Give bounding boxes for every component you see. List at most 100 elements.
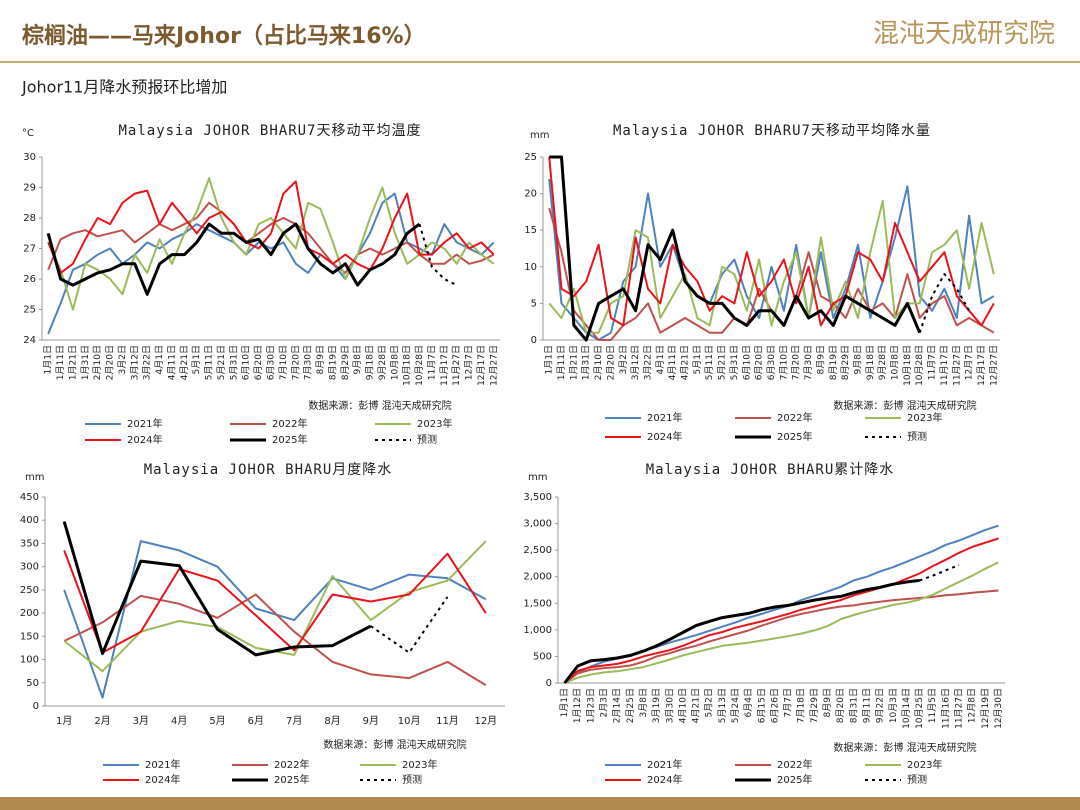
legend-label: 预测 — [417, 433, 437, 446]
x-tick-label: 4月21日 — [691, 688, 702, 723]
y-tick-label: 0 — [531, 335, 537, 346]
y-tick-label: 250 — [20, 585, 39, 596]
x-tick-label: 12月17日 — [976, 345, 987, 386]
series-line — [919, 564, 960, 582]
y-tick-label: 2,000 — [523, 572, 552, 583]
legend-label: 2025年 — [272, 433, 307, 446]
x-tick-label: 6月10日 — [241, 345, 252, 380]
legend-label: 2023年 — [907, 758, 942, 771]
x-tick-label: 6月30日 — [766, 345, 777, 380]
x-tick-label: 3月19日 — [651, 688, 662, 723]
x-tick-label: 1月23日 — [585, 688, 596, 723]
x-tick-label: 6月 — [248, 715, 264, 727]
x-tick-label: 12月30日 — [993, 688, 1004, 729]
x-tick-label: 7月20日 — [290, 345, 301, 380]
x-tick-label: 1月1日 — [559, 688, 570, 717]
x-tick-label: 4月1日 — [154, 345, 165, 374]
x-tick-label: 5月 — [209, 715, 225, 727]
source-note: 数据来源：彭博 混沌天成研究院 — [833, 399, 976, 412]
x-tick-label: 12月7日 — [964, 345, 975, 380]
y-tick-label: 1,500 — [523, 598, 552, 609]
x-tick-label: 10月8日 — [890, 345, 901, 380]
x-tick-label: 10月 — [398, 715, 421, 727]
y-tick-label: 26 — [23, 274, 36, 285]
y-unit: °C — [22, 128, 34, 139]
x-tick-label: 3月 — [133, 715, 149, 727]
y-tick-label: 10 — [524, 262, 537, 273]
x-tick-label: 7月 — [286, 715, 302, 727]
x-tick-label: 1月31日 — [80, 345, 91, 380]
x-tick-label: 5月24日 — [730, 688, 741, 723]
x-tick-label: 11月17日 — [439, 345, 450, 386]
x-tick-label: 10月18日 — [402, 345, 413, 386]
y-unit: mm — [530, 130, 549, 141]
y-tick-label: 450 — [20, 492, 39, 503]
x-tick-label: 8月31日 — [848, 688, 859, 723]
x-tick-label: 5月21日 — [717, 345, 728, 380]
x-tick-label: 1月1日 — [544, 345, 555, 374]
legend-label: 2023年 — [402, 758, 437, 771]
x-tick-label: 8月29日 — [340, 345, 351, 380]
legend-label: 2022年 — [777, 758, 812, 771]
x-tick-label: 9月8日 — [852, 345, 863, 374]
series-line — [63, 593, 487, 686]
x-tick-label: 12月 — [474, 715, 497, 727]
x-tick-label: 11月7日 — [927, 345, 938, 380]
legend-label: 2022年 — [274, 758, 309, 771]
x-tick-label: 4月21日 — [680, 345, 691, 380]
x-tick-label: 1月11日 — [556, 345, 567, 380]
x-tick-label: 3月12日 — [630, 345, 641, 380]
y-tick-label: 24 — [23, 335, 36, 346]
x-tick-label: 5月2日 — [704, 688, 715, 717]
x-tick-label: 12月27日 — [988, 345, 999, 386]
legend-label: 2024年 — [127, 433, 162, 446]
series-line — [549, 155, 922, 342]
x-tick-label: 9月18日 — [365, 345, 376, 380]
brand-logo: 混沌天成研究院 — [873, 19, 1055, 49]
y-tick-label: 25 — [524, 152, 537, 163]
x-tick-label: 12月7日 — [464, 345, 475, 380]
x-tick-label: 7月20日 — [791, 345, 802, 380]
x-tick-label: 7月30日 — [303, 345, 314, 380]
x-tick-label: 10月28日 — [914, 345, 925, 386]
chart-title: Malaysia JOHOR BHARU7天移动平均降水量 — [613, 123, 931, 139]
x-tick-label: 7月7日 — [783, 688, 794, 717]
chart-title: Malaysia JOHOR BHARU7天移动平均温度 — [118, 123, 421, 139]
x-tick-label: 4月11日 — [667, 345, 678, 380]
y-tick-label: 350 — [20, 538, 39, 549]
series-line — [47, 180, 495, 274]
series-line — [63, 550, 487, 654]
x-tick-label: 2月20日 — [605, 345, 616, 380]
x-tick-label: 3月8日 — [638, 688, 649, 717]
legend-label: 2024年 — [647, 773, 682, 786]
x-tick-label: 10月8日 — [389, 345, 400, 380]
x-tick-label: 12月19日 — [980, 688, 991, 729]
x-tick-label: 9月8日 — [352, 345, 363, 374]
x-tick-label: 3月30日 — [664, 688, 675, 723]
x-tick-label: 8月29日 — [840, 345, 851, 380]
legend-label: 2025年 — [777, 773, 812, 786]
x-tick-label: 3月2日 — [117, 345, 128, 374]
series-line — [563, 578, 920, 684]
x-tick-label: 4月 — [171, 715, 187, 727]
legend-label: 2022年 — [272, 417, 307, 430]
x-tick-label: 2月14日 — [612, 688, 623, 723]
x-tick-label: 4月11日 — [166, 345, 177, 380]
y-tick-label: 300 — [20, 562, 39, 573]
x-tick-label: 7月10日 — [778, 345, 789, 380]
y-unit: mm — [528, 472, 547, 483]
legend-label: 2023年 — [417, 417, 452, 430]
legend-label: 预测 — [907, 430, 927, 443]
y-tick-label: 15 — [524, 225, 537, 236]
x-tick-label: 10月18日 — [902, 345, 913, 386]
x-tick-label: 9月 — [363, 715, 379, 727]
x-tick-label: 8月20日 — [835, 688, 846, 723]
series-line — [548, 156, 995, 327]
y-tick-label: 3,500 — [523, 492, 552, 503]
y-tick-label: 5 — [531, 298, 537, 309]
legend-label: 2021年 — [647, 758, 682, 771]
x-tick-label: 2月 — [94, 715, 110, 727]
y-tick-label: 29 — [23, 183, 36, 194]
x-tick-label: 3月22日 — [642, 345, 653, 380]
